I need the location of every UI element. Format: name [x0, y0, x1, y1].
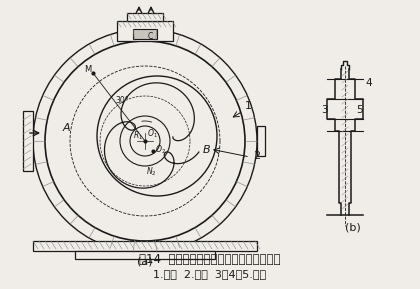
Circle shape — [120, 116, 170, 166]
Text: B: B — [203, 145, 210, 155]
Text: 图14  余摆线真空泵工作原理及传动机构图: 图14 余摆线真空泵工作原理及传动机构图 — [139, 253, 281, 266]
Text: 2: 2 — [253, 151, 260, 161]
Bar — [127, 13, 163, 21]
Bar — [133, 29, 157, 39]
Text: (a): (a) — [137, 257, 153, 267]
Text: 30°: 30° — [115, 96, 129, 105]
Bar — [257, 126, 265, 156]
Text: M: M — [84, 65, 91, 74]
Text: $O_1$: $O_1$ — [147, 127, 158, 140]
Circle shape — [33, 29, 257, 253]
Text: 4: 4 — [365, 78, 372, 88]
Text: (b): (b) — [345, 223, 361, 233]
Text: C: C — [148, 32, 153, 41]
Text: A: A — [63, 123, 71, 133]
Text: 3: 3 — [321, 105, 328, 115]
Text: $N_2$: $N_2$ — [146, 165, 156, 177]
Bar — [33, 241, 257, 251]
Bar — [23, 111, 33, 171]
Bar — [117, 21, 173, 41]
Text: $R_1$: $R_1$ — [133, 129, 143, 142]
Text: 5: 5 — [356, 105, 362, 115]
Bar — [75, 251, 215, 259]
Text: 1.腔体  2.转子  3、4、5.齿轮: 1.腔体 2.转子 3、4、5.齿轮 — [153, 269, 267, 279]
Text: 1: 1 — [245, 101, 252, 111]
Circle shape — [130, 126, 160, 156]
Circle shape — [97, 76, 217, 196]
Circle shape — [45, 41, 245, 241]
Text: $O_2$: $O_2$ — [155, 144, 166, 157]
